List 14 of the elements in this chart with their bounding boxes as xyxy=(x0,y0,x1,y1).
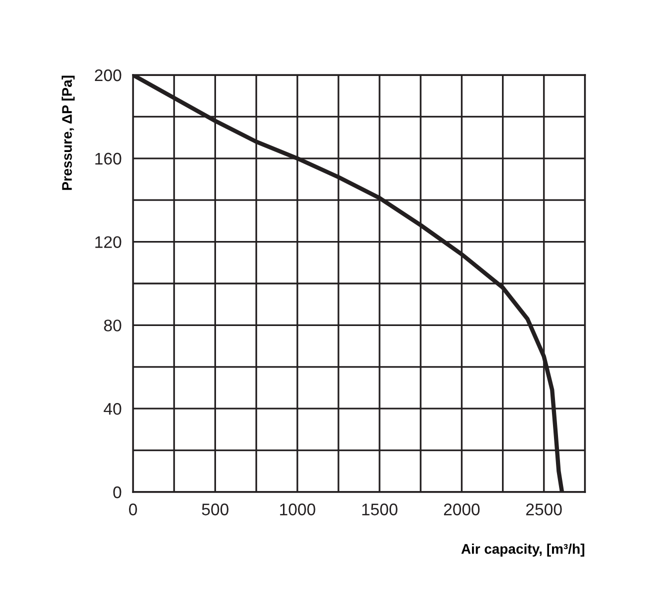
x-tick-label: 2000 xyxy=(444,504,480,516)
y-tick-label: 120 xyxy=(95,236,122,248)
x-tick-label: 2500 xyxy=(526,504,562,516)
y-tick-label: 160 xyxy=(95,152,122,165)
x-tick-label: 1500 xyxy=(362,504,398,516)
y-axis-title: Pressure, ΔP [Pa] xyxy=(62,76,75,190)
x-axis-title: Air capacity, [m³/h] xyxy=(461,544,584,557)
y-tick-label: 0 xyxy=(113,486,122,498)
x-tick-label: 1000 xyxy=(280,504,316,516)
y-tick-label: 80 xyxy=(104,320,122,332)
y-tick-label: 40 xyxy=(104,403,122,415)
x-tick-label: 500 xyxy=(202,504,228,516)
x-tick-label: 0 xyxy=(129,504,137,516)
y-tick-label: 200 xyxy=(94,69,122,82)
